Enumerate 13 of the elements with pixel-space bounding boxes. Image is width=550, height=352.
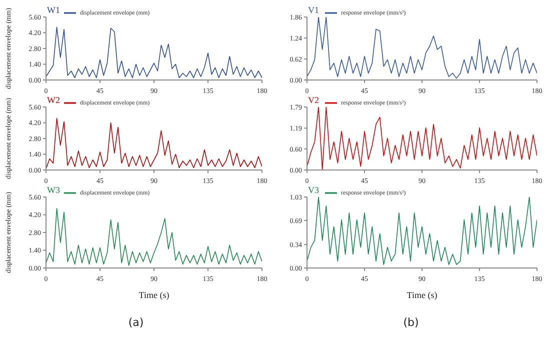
chart-title: V1 [308,5,319,15]
chart-title: V2 [308,95,319,105]
x-axis-title: Time (s) [138,290,170,300]
line-series [307,107,537,170]
line-series [46,208,262,266]
chart-title: W2 [47,95,60,105]
text: (b) [402,316,420,329]
x-axis-title: Time (s) [406,290,438,300]
line-series [307,197,537,265]
chart-title: V3 [308,185,319,195]
text: (a) [127,316,145,329]
chart-title: W3 [47,185,60,195]
chart-title: W1 [47,5,60,15]
